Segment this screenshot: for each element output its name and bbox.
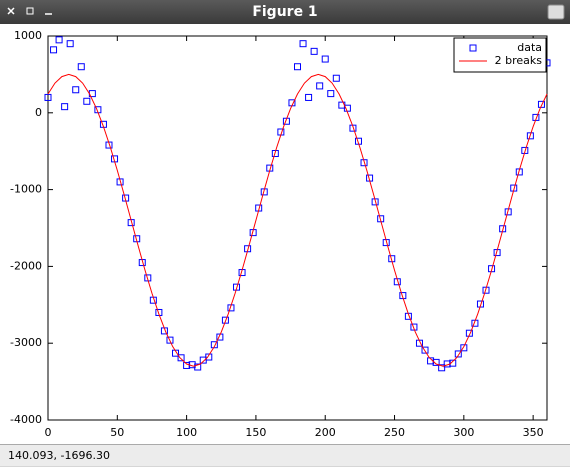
data-point [537,100,545,108]
data-point [432,358,440,366]
legend-label: data [517,41,542,54]
data-point [321,55,329,63]
data-point [50,46,58,54]
data-point [332,74,340,82]
x-tick-label: 350 [523,426,544,439]
maximize-button[interactable] [26,7,34,15]
data-point [210,341,218,349]
window-controls [7,4,565,20]
data-point [44,93,52,101]
title-bar: Figure 1 [0,0,570,24]
y-tick-label: -1000 [10,183,42,196]
data-point [454,350,462,358]
x-tick-label: 50 [110,426,124,439]
y-tick-label: 0 [35,106,42,119]
legend-box [453,37,547,73]
data-point [316,82,324,90]
plot-area [47,35,548,421]
status-bar: 140.093, -1696.30 [0,444,570,466]
close-button[interactable] [7,7,15,15]
data-point [221,316,229,324]
data-point [410,323,418,331]
data-point [460,344,468,352]
legend-label: 2 breaks [495,54,543,67]
x-tick-label: 250 [384,426,405,439]
x-tick-label: 200 [315,426,336,439]
data-point [66,40,74,48]
data-point [299,40,307,48]
x-tick-label: 300 [453,426,474,439]
data-point [526,132,534,140]
data-point [166,336,174,344]
x-tick-label: 100 [176,426,197,439]
y-tick-label: -4000 [10,413,42,426]
data-point [449,359,457,367]
data-point [55,36,63,44]
y-tick-label: -3000 [10,336,42,349]
data-point [72,86,80,94]
data-point [327,90,335,98]
data-point [294,63,301,71]
data-point [421,346,429,354]
data-point [310,47,318,55]
data-point [465,329,473,337]
menu-button[interactable] [547,4,565,20]
chart: 0 50 100 150 200 250 300 350 -4000 -3000 -2000 -100… [10,29,551,439]
window-title: Figure 1 [252,4,318,20]
data-point [438,364,446,372]
data-point [194,363,202,371]
data-point [77,63,85,71]
legend-marker [469,44,477,52]
y-tick-label: -2000 [10,259,42,272]
data-point [205,353,213,361]
y-tick-label: 1000 [14,29,42,42]
x-tick-label: 0 [45,426,52,439]
fit-line [47,73,548,367]
data-point [83,97,91,105]
x-tick-label: 150 [245,426,266,439]
data-point [61,103,69,111]
data-point [177,354,185,362]
data-point [305,93,313,101]
